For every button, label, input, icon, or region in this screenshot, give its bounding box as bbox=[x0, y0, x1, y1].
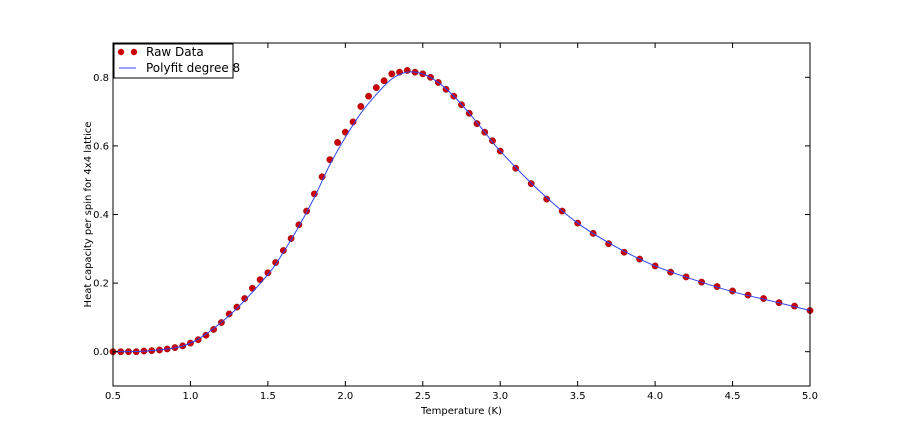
x-axis-label: Temperature (K) bbox=[420, 406, 502, 417]
x-tick-label: 1.5 bbox=[260, 391, 276, 402]
y-tick-label: 0.2 bbox=[93, 279, 109, 290]
x-tick-label: 5.0 bbox=[802, 391, 818, 402]
legend-label-polyfit: Polyfit degree 8 bbox=[146, 61, 240, 75]
x-tick-label: 2.5 bbox=[415, 391, 431, 402]
raw-data-point bbox=[233, 303, 241, 311]
raw-data-point bbox=[241, 295, 249, 302]
ticks-layer: 0.5 1.0 1.5 2.0 2.5 3.0 3.5 4.0 4.5 5.0 0.0 0.2 0.4 0… bbox=[93, 43, 818, 402]
y-tick-label: 0.6 bbox=[93, 141, 109, 152]
polyfit-line bbox=[112, 71, 811, 353]
raw-data-point bbox=[264, 269, 272, 277]
y-tick-label: 0.0 bbox=[93, 347, 109, 358]
series-layer bbox=[109, 67, 814, 356]
raw-data-point bbox=[256, 276, 264, 284]
legend-marker-raw-data bbox=[117, 48, 125, 56]
x-tick-label: 0.5 bbox=[105, 391, 121, 402]
x-tick-label: 4.5 bbox=[725, 391, 741, 402]
x-tick-label: 4.0 bbox=[647, 391, 663, 402]
raw-data-point bbox=[357, 103, 365, 110]
raw-data-point bbox=[380, 77, 388, 85]
legend-marker-raw-data bbox=[130, 48, 138, 56]
x-tick-label: 1.0 bbox=[182, 391, 198, 402]
x-tick-label: 3.0 bbox=[492, 391, 508, 402]
raw-data-point bbox=[225, 310, 233, 318]
legend: Raw Data Polyfit degree 8 bbox=[113, 43, 240, 79]
plot-area bbox=[113, 43, 810, 386]
raw-data-point bbox=[334, 139, 341, 146]
raw-data-point bbox=[388, 70, 396, 78]
legend-label-raw-data: Raw Data bbox=[146, 45, 204, 59]
y-axis-label: Heat capacity per spin for 4x4 lattice bbox=[83, 122, 94, 308]
y-tick-label: 0.8 bbox=[93, 73, 109, 84]
x-tick-label: 2.0 bbox=[337, 391, 353, 402]
raw-data-point bbox=[248, 284, 256, 292]
raw-data-point bbox=[543, 195, 551, 203]
raw-data-point bbox=[372, 84, 380, 91]
raw-data-point bbox=[489, 137, 496, 145]
x-tick-label: 3.5 bbox=[570, 391, 586, 402]
raw-data-point bbox=[365, 92, 372, 100]
y-tick-label: 0.4 bbox=[93, 210, 109, 221]
raw-data-point bbox=[272, 259, 280, 266]
